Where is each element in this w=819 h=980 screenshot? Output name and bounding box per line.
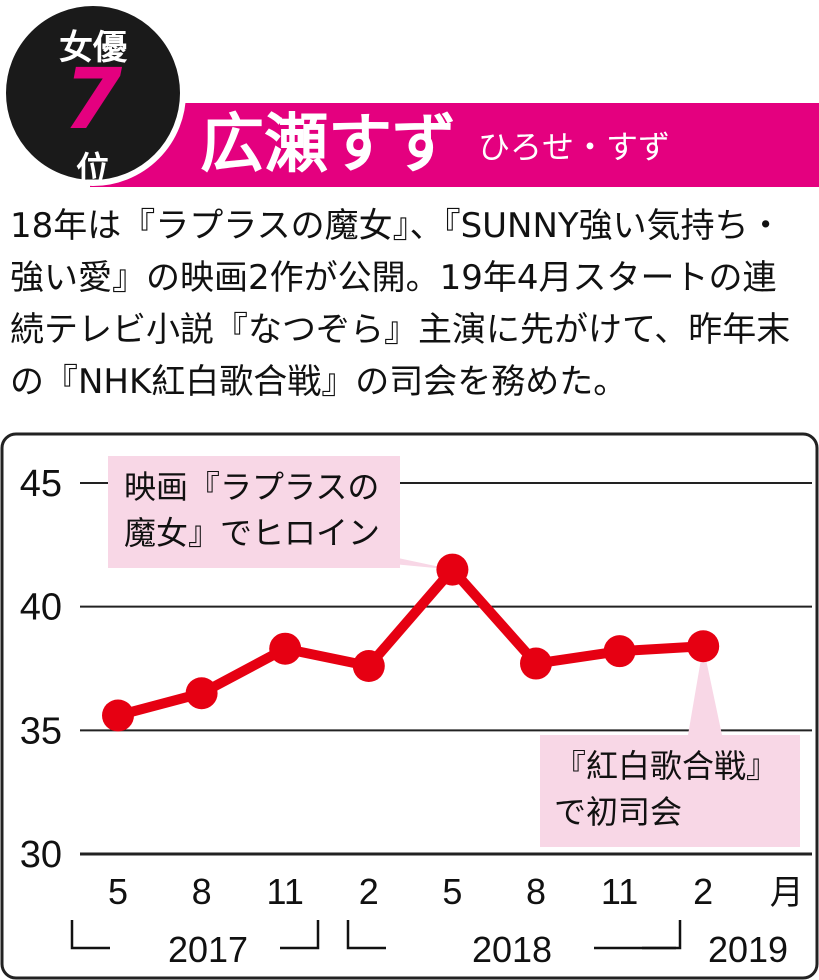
year-bracket — [346, 920, 386, 950]
header: 女優 7 位 広瀬すず ひろせ・すず — [0, 0, 819, 200]
year-label: 2019 — [708, 929, 788, 970]
annotation-text: 『紅白歌合戦』 — [554, 747, 778, 785]
annotation-text: 魔女』でヒロイン — [124, 514, 380, 552]
annotations: 映画『ラプラスの魔女』でヒロイン『紅白歌合戦』で初司会 — [108, 456, 800, 847]
description-text: 18年は『ラプラスの魔女』、『SUNNY強い気持ち・強い愛』の映画2作が公開。1… — [10, 206, 791, 402]
badge-category: 女優 — [59, 28, 127, 68]
y-tick-label: 45 — [20, 463, 62, 505]
person-reading: ひろせ・すず — [478, 128, 671, 166]
x-tick-label: 8 — [526, 871, 546, 912]
data-point — [436, 553, 469, 586]
annotation-pointer — [688, 646, 722, 735]
data-point — [352, 650, 385, 683]
data-point — [269, 632, 302, 665]
rank-badge: 女優 7 位 — [0, 0, 186, 190]
title-bar — [90, 103, 819, 187]
line-chart: 45 40 35 30 映画『ラプラスの魔女』でヒロイン『紅白歌合戦』で初司会 5 8 1… — [0, 432, 819, 980]
annotation-box — [108, 456, 400, 568]
x-unit-label: 月 — [770, 873, 804, 913]
year-groups: 2017 2018 2019 — [70, 920, 788, 970]
annotation-text: で初司会 — [554, 793, 682, 831]
x-tick-label: 8 — [192, 871, 212, 912]
year-bracket — [280, 920, 320, 950]
x-tick-label: 11 — [267, 871, 304, 912]
badge-rank-suffix: 位 — [76, 150, 110, 190]
data-points — [102, 553, 720, 732]
y-tick-label: 30 — [20, 834, 62, 876]
x-tick-label: 2 — [359, 871, 379, 912]
x-axis-ticks: 5 8 11 2 5 8 11 2 月 — [108, 871, 804, 913]
y-axis-ticks: 45 40 35 30 — [20, 463, 62, 876]
data-point — [687, 630, 720, 663]
x-tick-label: 11 — [601, 871, 638, 912]
year-label: 2017 — [168, 929, 248, 970]
year-bracket — [70, 920, 110, 950]
data-point — [185, 677, 218, 710]
data-point — [520, 647, 552, 680]
data-point — [603, 635, 636, 668]
data-point — [102, 699, 134, 732]
year-label: 2018 — [472, 929, 552, 970]
y-tick-label: 35 — [20, 710, 62, 752]
y-tick-label: 40 — [20, 587, 62, 629]
annotation-box — [540, 735, 800, 847]
annotation-text: 映画『ラプラスの — [124, 468, 379, 506]
x-tick-label: 2 — [693, 871, 713, 912]
x-tick-label: 5 — [442, 871, 462, 912]
badge-rank-number: 7 — [63, 50, 123, 148]
x-tick-label: 5 — [108, 871, 128, 912]
person-name: 広瀬すず — [200, 108, 456, 182]
